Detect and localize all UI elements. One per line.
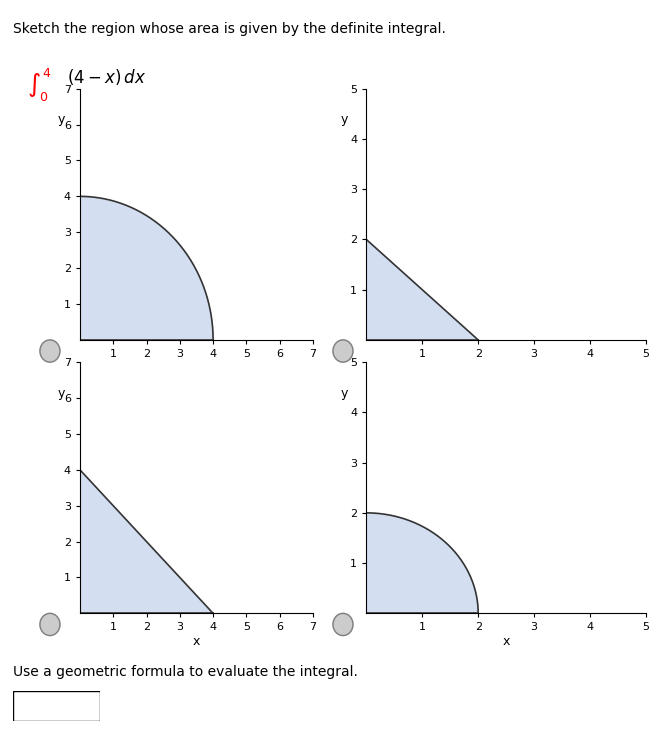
Text: Use a geometric formula to evaluate the integral.: Use a geometric formula to evaluate the … (13, 665, 358, 679)
Text: Sketch the region whose area is given by the definite integral.: Sketch the region whose area is given by… (13, 22, 446, 36)
X-axis label: x: x (192, 362, 200, 375)
Y-axis label: y: y (340, 113, 348, 126)
X-axis label: x: x (502, 636, 510, 648)
Polygon shape (80, 470, 213, 613)
Y-axis label: y: y (340, 386, 348, 400)
Text: $\int_0^4$: $\int_0^4$ (27, 67, 51, 103)
X-axis label: x: x (502, 362, 510, 375)
Y-axis label: y: y (57, 386, 65, 400)
X-axis label: x: x (192, 636, 200, 648)
Polygon shape (366, 239, 478, 340)
Text: $(4 - x)\,dx$: $(4 - x)\,dx$ (67, 67, 146, 86)
Y-axis label: y: y (57, 113, 65, 126)
